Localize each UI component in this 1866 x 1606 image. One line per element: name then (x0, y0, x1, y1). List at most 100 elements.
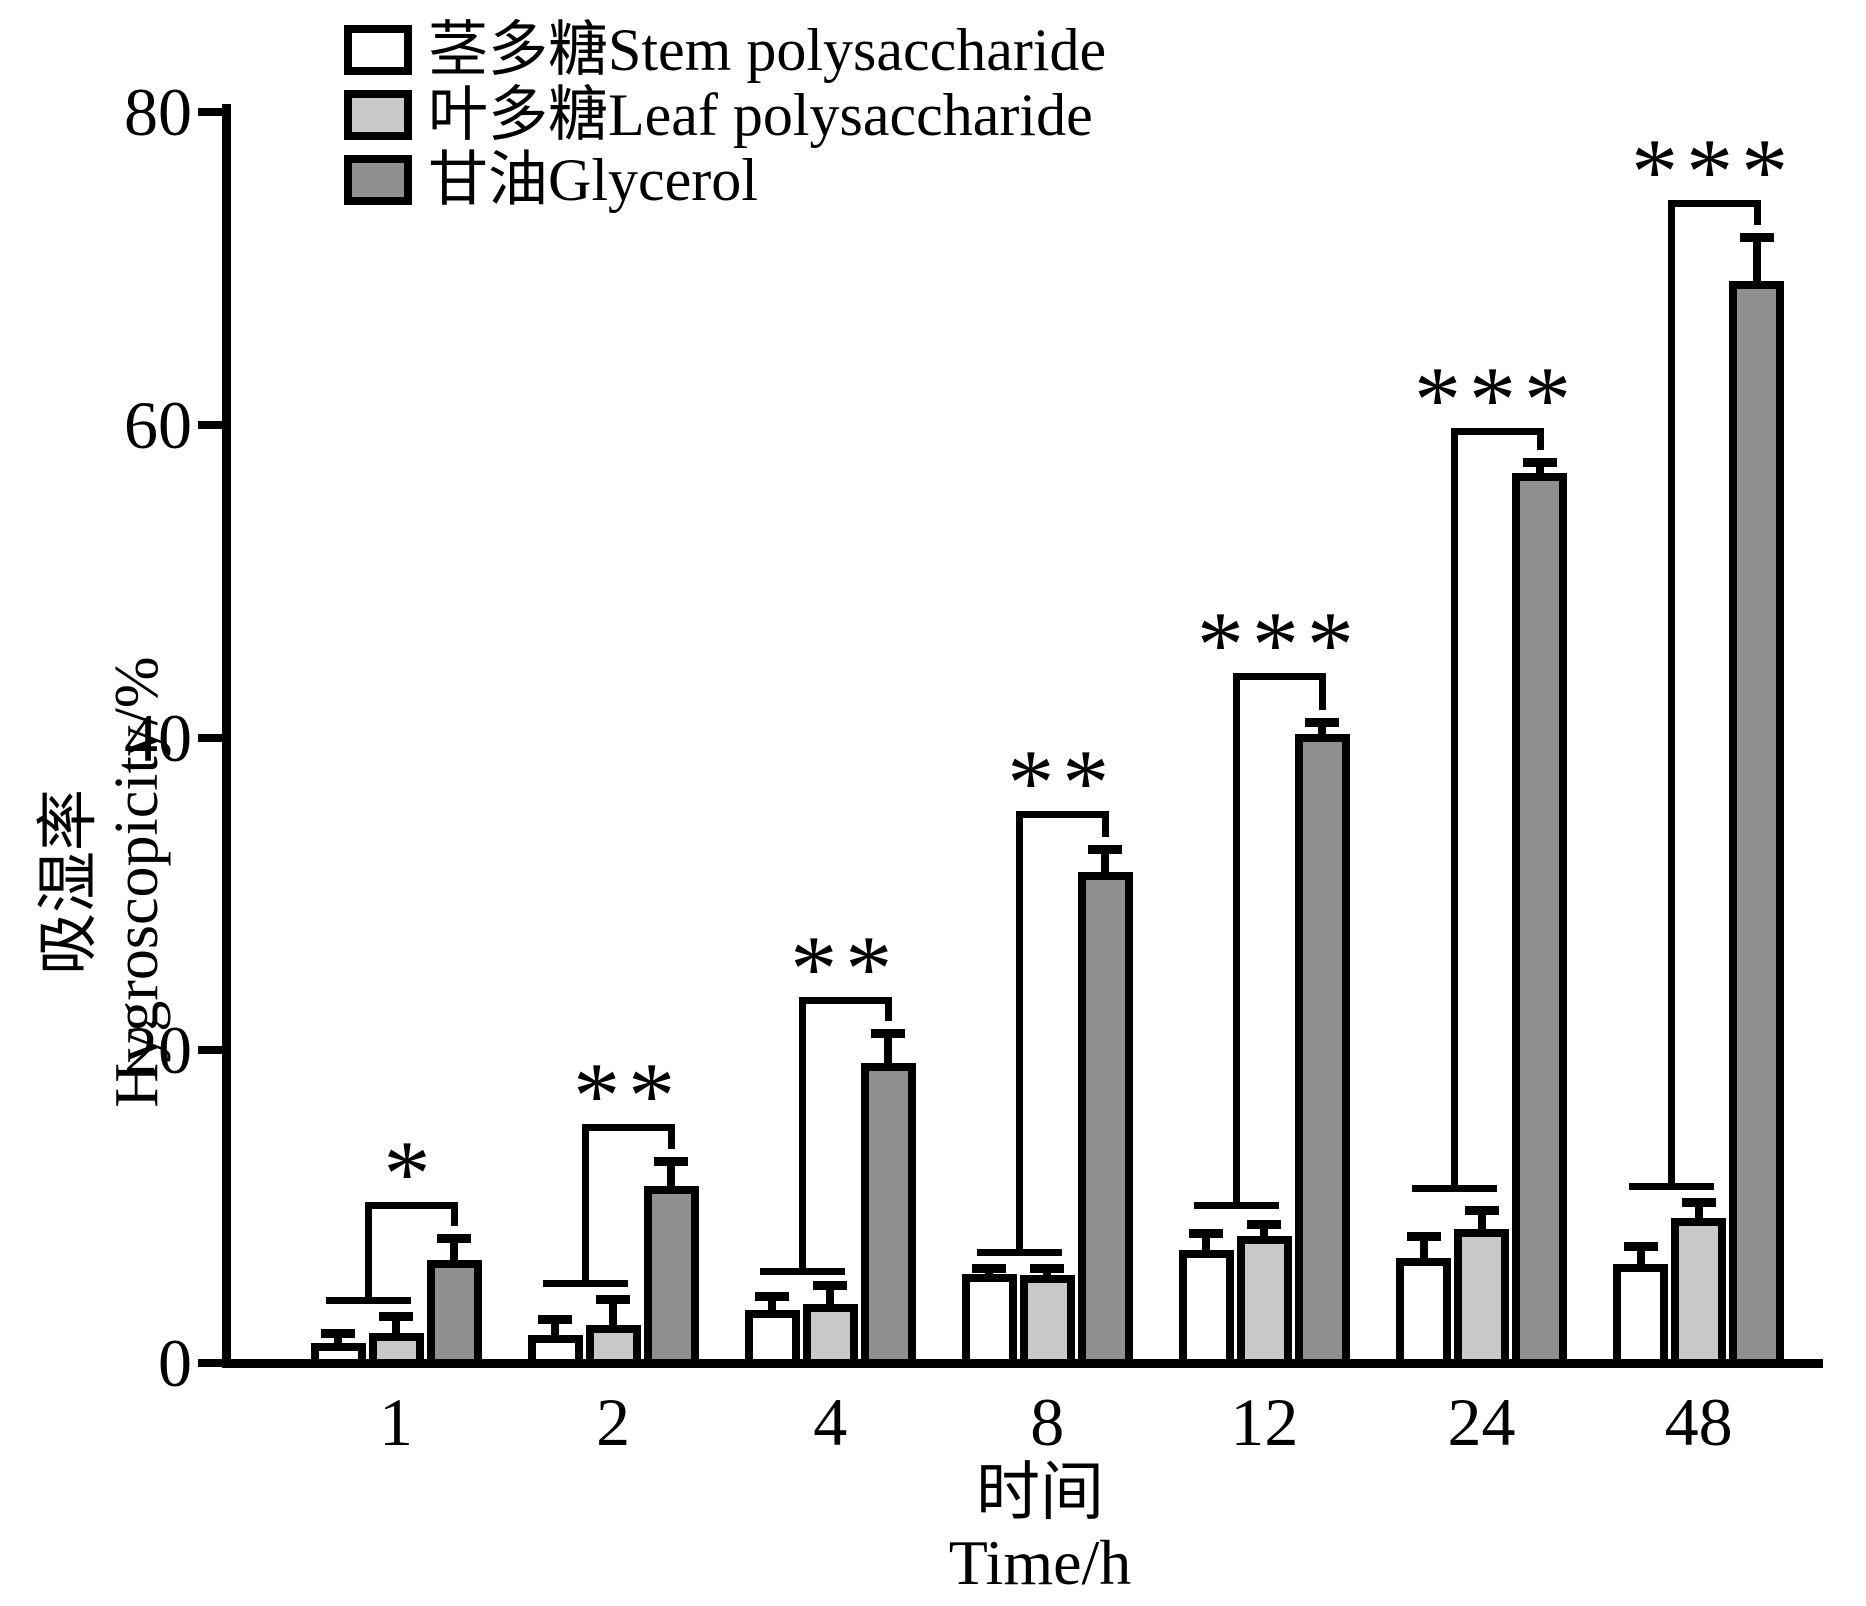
error-cap-stem-polysaccharide-1h (321, 1329, 355, 1339)
bar-glycerol-48h (1729, 280, 1785, 1367)
sig-bracket-line-4h (799, 997, 893, 1005)
x-axis-title-zh: 时间 (976, 1457, 1104, 1528)
y-tick-40 (198, 733, 222, 742)
y-tick-80 (198, 108, 222, 116)
legend-swatch-stem-polysaccharide-icon (344, 25, 412, 75)
y-axis-line (222, 104, 231, 1368)
legend-item-stem-polysaccharide: 茎多糖Stem polysaccharide (344, 20, 1106, 80)
sig-stem-line-4h (799, 997, 807, 1275)
error-cap-glycerol-2h (654, 1157, 689, 1167)
bar-leaf-polysaccharide-48h (1671, 1217, 1727, 1367)
y-tick-label-20: 20 (124, 1012, 192, 1089)
significance-stars-12h: *** (1196, 593, 1362, 698)
error-cap-stem-polysaccharide-48h (1623, 1241, 1658, 1251)
sig-bracket-line-1h (365, 1201, 458, 1209)
legend-item-glycerol: 甘油Glycerol (344, 150, 1106, 210)
sig-drop-line-2h (668, 1123, 676, 1150)
error-cap-stem-polysaccharide-12h (1189, 1229, 1224, 1239)
x-tick-label-8h: 8 (1030, 1384, 1065, 1460)
bar-stem-polysaccharide-48h (1613, 1264, 1669, 1367)
legend-label-glycerol: 甘油Glycerol (428, 147, 758, 213)
bar-leaf-polysaccharide-1h (368, 1333, 424, 1367)
y-axis-title: 吸湿率 Hygroscopicity/% (35, 599, 175, 1165)
sig-bracket-line-2h (582, 1123, 676, 1131)
y-tick-label-40: 40 (124, 699, 192, 776)
error-bar-leaf-polysaccharide-1h (392, 1316, 400, 1334)
bar-stem-polysaccharide-4h (744, 1309, 800, 1367)
sig-drop-line-1h (451, 1201, 458, 1226)
error-cap-leaf-polysaccharide-8h (1030, 1263, 1065, 1273)
sig-drop-line-12h (1319, 673, 1327, 710)
bar-stem-polysaccharide-1h (310, 1342, 366, 1367)
error-bar-glycerol-2h (667, 1161, 676, 1187)
sig-bracket-line-48h (1667, 199, 1761, 207)
y-tick-0 (198, 1359, 222, 1367)
error-cap-stem-polysaccharide-4h (755, 1291, 790, 1301)
error-cap-leaf-polysaccharide-24h (1464, 1205, 1499, 1215)
sig-drop-line-4h (885, 997, 893, 1022)
sig-drop-line-24h (1536, 427, 1544, 451)
sig-bracket-line-24h (1450, 427, 1544, 435)
x-tick-label-1h: 1 (379, 1384, 413, 1460)
x-axis-title-en: Time/h (948, 1527, 1132, 1598)
error-cap-stem-polysaccharide-8h (972, 1263, 1007, 1273)
error-bar-leaf-polysaccharide-48h (1694, 1201, 1703, 1218)
x-tick-label-48h: 48 (1664, 1384, 1733, 1460)
bar-leaf-polysaccharide-4h (802, 1303, 858, 1367)
bar-stem-polysaccharide-2h (527, 1334, 583, 1367)
sig-drop-line-8h (1102, 810, 1110, 837)
bar-stem-polysaccharide-12h (1178, 1250, 1234, 1367)
error-bar-glycerol-12h (1318, 721, 1327, 735)
y-tick-60 (198, 420, 222, 429)
error-bar-glycerol-1h (450, 1237, 458, 1260)
error-bar-glycerol-48h (1752, 237, 1761, 281)
error-cap-leaf-polysaccharide-48h (1681, 1197, 1716, 1207)
error-bar-leaf-polysaccharide-2h (609, 1298, 618, 1326)
error-bar-stem-polysaccharide-4h (768, 1295, 777, 1310)
sig-stem-line-24h (1450, 427, 1458, 1192)
legend-label-stem-polysaccharide: 茎多糖Stem polysaccharide (428, 17, 1107, 83)
sig-bracket-line-12h (1233, 673, 1327, 681)
bar-leaf-polysaccharide-12h (1236, 1236, 1292, 1367)
legend-swatch-glycerol-icon (344, 155, 412, 205)
sig-bracket-line-8h (1016, 810, 1110, 818)
error-cap-leaf-polysaccharide-12h (1247, 1219, 1282, 1229)
error-cap-glycerol-4h (871, 1029, 906, 1039)
error-bar-leaf-polysaccharide-4h (826, 1284, 835, 1304)
y-tick-label-0: 0 (158, 1325, 192, 1401)
error-cap-leaf-polysaccharide-4h (813, 1280, 848, 1290)
significance-stars-24h: *** (1414, 347, 1579, 452)
legend-label-leaf-polysaccharide: 叶多糖Leaf polysaccharide (428, 82, 1093, 148)
error-cap-leaf-polysaccharide-1h (379, 1312, 413, 1322)
significance-stars-48h: *** (1631, 119, 1797, 224)
error-bar-stem-polysaccharide-48h (1636, 1245, 1645, 1265)
bar-glycerol-4h (860, 1062, 916, 1367)
legend-item-leaf-polysaccharide: 叶多糖Leaf polysaccharide (344, 85, 1106, 145)
error-bar-glycerol-8h (1101, 848, 1110, 872)
error-bar-stem-polysaccharide-24h (1419, 1236, 1428, 1259)
y-axis-title-en: Hygroscopicity/% (103, 656, 171, 1108)
x-tick-label-24h: 24 (1447, 1384, 1516, 1460)
sig-stem-line-8h (1016, 810, 1024, 1256)
sig-drop-line-48h (1753, 199, 1761, 226)
bar-leaf-polysaccharide-8h (1019, 1275, 1075, 1367)
significance-stars-8h: ** (1007, 730, 1118, 835)
sig-stem-line-48h (1667, 199, 1675, 1191)
y-tick-20 (198, 1046, 222, 1055)
significance-stars-1h: * (383, 1121, 439, 1226)
x-tick-label-12h: 12 (1230, 1384, 1299, 1460)
x-tick-label-4h: 4 (813, 1384, 848, 1460)
bar-leaf-polysaccharide-2h (585, 1325, 641, 1367)
legend: 茎多糖Stem polysaccharide 叶多糖Leaf polysacch… (344, 20, 1106, 219)
x-axis-title: 时间 Time/h (640, 1458, 1440, 1598)
bar-stem-polysaccharide-8h (961, 1273, 1017, 1367)
error-bar-stem-polysaccharide-12h (1202, 1233, 1211, 1251)
legend-swatch-leaf-polysaccharide-icon (344, 90, 412, 140)
sig-stem-line-2h (582, 1123, 590, 1288)
error-cap-stem-polysaccharide-2h (538, 1315, 573, 1325)
bar-stem-polysaccharide-24h (1396, 1258, 1451, 1367)
significance-stars-2h: ** (573, 1043, 684, 1148)
error-cap-glycerol-12h (1305, 717, 1340, 727)
